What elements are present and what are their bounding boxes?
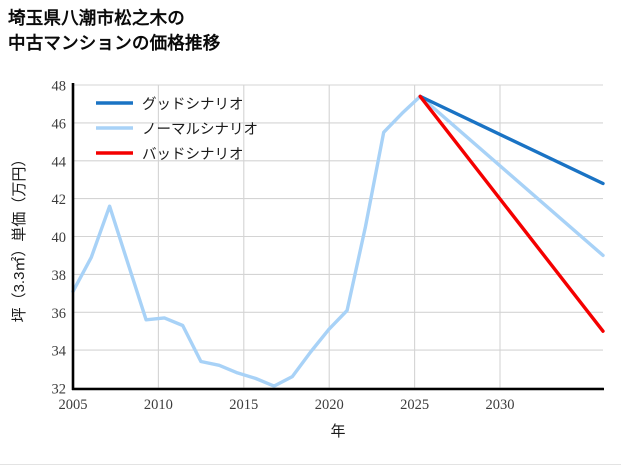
y-axis-title: 坪（3.3㎡）単価（万円） [11, 152, 28, 323]
x-tick-label: 2005 [59, 397, 88, 413]
y-tick-label: 34 [52, 344, 67, 360]
legend-label-good: グッドシナリオ [142, 96, 244, 113]
series-line-normal [71, 94, 605, 388]
series-line-bad [418, 94, 605, 333]
series-line-good [418, 94, 605, 186]
y-tick-label: 46 [52, 116, 67, 132]
y-tick-label: 44 [52, 154, 67, 170]
page-title: 埼玉県八潮市松之木の 中古マンションの価格推移 [8, 8, 221, 53]
chart-legend: グッドシナリオ ノーマルシナリオ バッドシナリオ [96, 96, 258, 163]
y-tick-labels: 48 46 44 42 40 38 36 34 32 [52, 79, 67, 398]
x-axis-title: 年 [330, 423, 345, 440]
y-tick-label: 40 [52, 230, 67, 246]
legend-label-bad: バッドシナリオ [142, 147, 244, 163]
x-tick-label: 2015 [229, 397, 258, 413]
y-tick-label: 48 [52, 79, 67, 95]
x-tick-label: 2010 [144, 397, 173, 413]
y-tick-label: 36 [52, 306, 67, 322]
y-tick-label: 32 [52, 382, 67, 398]
horizontal-gridlines [73, 84, 603, 389]
x-tick-labels: 2005 2010 2015 2020 2025 2030 [59, 397, 515, 413]
legend-label-normal: ノーマルシナリオ [142, 122, 258, 138]
x-tick-label: 2030 [486, 397, 515, 413]
y-tick-label: 42 [52, 192, 67, 208]
x-tick-label: 2020 [315, 397, 344, 413]
x-tick-label: 2025 [400, 397, 429, 413]
y-tick-label: 38 [52, 268, 67, 284]
